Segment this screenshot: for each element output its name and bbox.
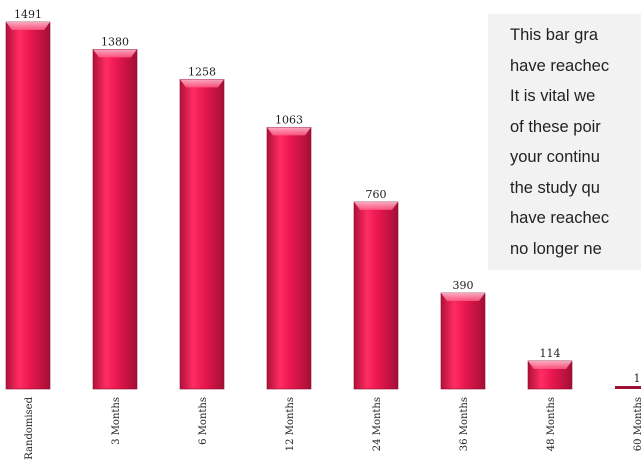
bar [440,292,486,390]
x-tick-label: 12 Months [285,397,296,451]
x-tick-label: 24 Months [372,397,383,451]
x-tick-label: 36 Months [459,397,470,451]
x-tick-label: 60 Months [633,397,641,451]
x-tick-label: Randomised [24,396,35,459]
bar-value-label: 1 [634,372,641,385]
bar-value-label: 1380 [101,35,129,48]
bar [353,201,399,390]
bar [266,127,312,390]
bar-body [5,21,51,390]
bar-highlight [528,360,572,369]
value-labels-layer: 1491 1380 1258 1063 760 390 114 1 [14,8,641,385]
bar-value-label: 1258 [188,65,216,78]
bar-body [615,386,641,389]
description-line: of these poir [510,117,601,136]
x-tick-label: 48 Months [546,397,557,451]
bar-highlight [441,293,485,302]
description-panel: This bar gra have reachec It is vital we… [488,14,641,270]
bar-value-label: 1063 [275,113,303,126]
description-line: This bar gra [510,26,599,44]
bar [5,21,51,390]
bar [92,49,138,390]
description-line: the study qu [510,178,600,197]
bar-highlight [267,127,311,136]
bar-value-label: 760 [366,188,387,201]
bar-highlight [180,79,224,88]
bar-highlight [6,22,50,30]
bar [527,360,573,390]
bar [615,386,641,389]
bar-body [92,49,138,390]
bar-body [179,79,225,390]
bar-value-label: 1491 [14,8,42,21]
description-line: have reachec [510,56,610,75]
bar-body [440,292,486,390]
description-line: have reachec [510,209,610,227]
bar-highlight [354,201,398,210]
bars-layer [5,21,641,390]
bar-value-label: 114 [540,347,561,360]
x-tick-label: 6 Months [198,397,209,445]
bar [179,79,225,390]
bar-highlight [93,49,137,58]
x-tick-labels-layer: Randomised 3 Months 6 Months 12 Months 24 Mo… [24,396,641,459]
x-tick-label: 3 Months [111,397,122,445]
bar-body [353,201,399,390]
bar-value-label: 390 [453,279,474,292]
description-line: your continu [510,148,600,166]
description-line: It is vital we [510,87,596,105]
description-line: no longer ne [510,239,602,258]
bar-body [266,127,312,390]
